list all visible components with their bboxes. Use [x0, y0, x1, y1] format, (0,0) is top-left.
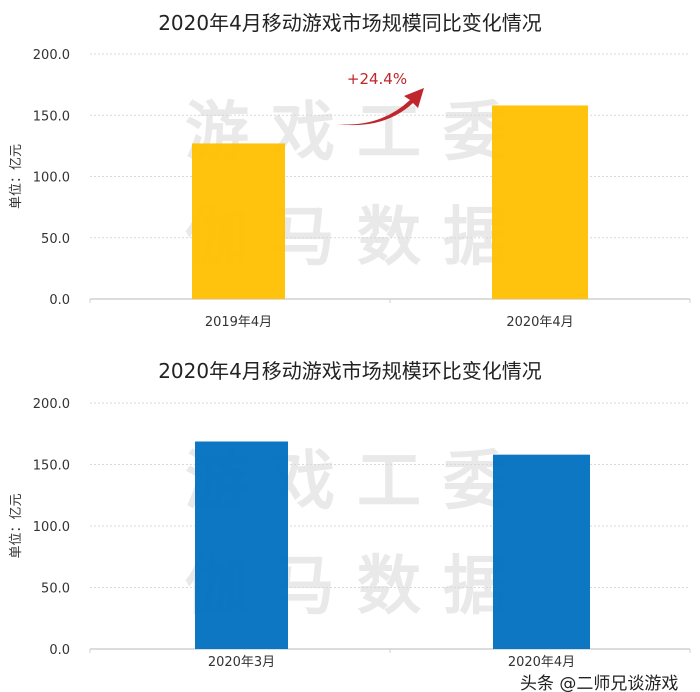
y-axis-label: 单位：亿元 [9, 493, 24, 558]
growth-annotation: +24.4% [347, 70, 407, 88]
bar-2019年4月 [192, 143, 285, 299]
y-tick-label: 100.0 [33, 171, 70, 186]
y-tick-label: 150.0 [33, 459, 70, 474]
bar-2020年4月 [493, 454, 590, 649]
y-tick-label: 200.0 [33, 397, 70, 412]
y-tick-label: 0.0 [49, 293, 70, 308]
chart-1: 2020年4月移动游戏市场规模同比变化情况 0.0 50.0 100.0 150.0 20… [9, 11, 691, 330]
chart-title: 2020年4月移动游戏市场规模环比变化情况 [158, 359, 542, 383]
x-tick-label: 2020年3月 [208, 655, 275, 670]
y-tick-label: 150.0 [33, 109, 70, 124]
footer-watermark: 头条 @二师兄谈游戏 [520, 674, 678, 692]
y-tick-label: 100.0 [33, 520, 70, 535]
y-tick-label: 0.0 [49, 643, 70, 658]
x-tick-label: 2020年4月 [508, 655, 575, 670]
y-tick-label: 200.0 [33, 48, 70, 63]
bar-2020年4月 [492, 105, 588, 299]
x-tick-label: 2019年4月 [205, 315, 272, 330]
chart-2: 2020年4月移动游戏市场规模环比变化情况 0.0 50.0 100.0 150.0 20… [9, 359, 691, 670]
growth-arrow-icon [336, 88, 424, 126]
bar-2020年3月 [195, 441, 288, 649]
y-tick-label: 50.0 [41, 232, 70, 247]
x-tick-label: 2020年4月 [506, 315, 573, 330]
chart-title: 2020年4月移动游戏市场规模同比变化情况 [158, 11, 542, 35]
y-axis-label: 单位：亿元 [9, 144, 24, 209]
y-tick-label: 50.0 [41, 582, 70, 597]
